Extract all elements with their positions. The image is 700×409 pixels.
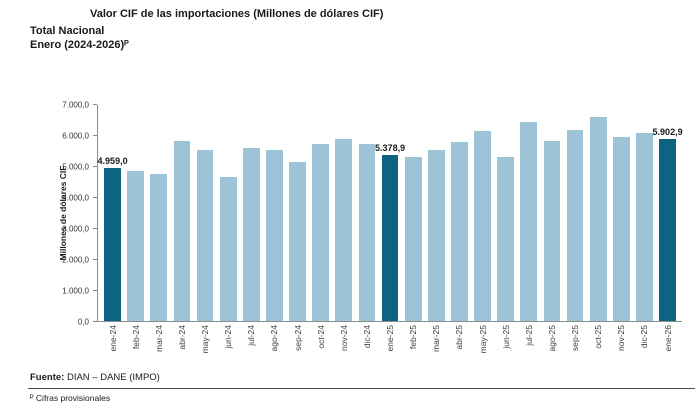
source-text: Fuente: DIAN – DANE (IMPO)	[30, 372, 160, 383]
bar	[127, 171, 144, 321]
chart-subtitle-total: Total Nacional	[30, 25, 105, 37]
x-axis-label: dic-24	[361, 325, 372, 349]
x-axis-label: jun-25	[500, 325, 511, 349]
x-axis-label: feb-25	[408, 325, 419, 350]
bar-column: jun-25	[494, 105, 517, 349]
bar-column: 4.959,0 ene-24	[98, 105, 128, 351]
x-axis-label: abr-24	[176, 325, 187, 350]
bar-value-label: 5.902,9	[652, 126, 683, 137]
x-axis-label: jul-25	[523, 325, 534, 346]
bar	[381, 155, 399, 321]
bar-column: ago-25	[540, 105, 563, 351]
x-axis-label: sep-24	[292, 325, 303, 351]
x-axis-label: may-25	[477, 325, 488, 354]
bar	[219, 177, 237, 321]
bar	[543, 140, 561, 321]
bar-column: dic-24	[355, 105, 378, 348]
bar-column: feb-25	[402, 105, 425, 349]
bar	[427, 149, 445, 321]
x-axis-label: ago-25	[546, 325, 557, 352]
bar-column: may-24	[194, 105, 217, 353]
x-axis-label: jun-24	[223, 325, 234, 349]
bar	[589, 117, 607, 321]
bar	[312, 143, 329, 321]
y-tick-label: 1.000,0	[62, 286, 89, 296]
bar	[404, 157, 422, 321]
bar	[335, 138, 353, 321]
bar	[173, 140, 191, 321]
x-axis-label: sep-25	[570, 325, 581, 351]
bar-column: sep-25	[564, 105, 587, 351]
x-axis-label: oct-25	[593, 325, 604, 349]
x-axis-label: jul-24	[246, 325, 257, 346]
x-axis-label: mar-24	[153, 325, 164, 352]
y-tick-label: 7.000,0	[62, 100, 89, 110]
bar-column: jul-25	[517, 105, 540, 346]
bar-column: ago-24	[263, 105, 286, 351]
bar-value-label: 5.378,9	[375, 143, 406, 154]
bar	[150, 173, 168, 321]
x-axis-label: mar-25	[431, 325, 442, 352]
bar	[612, 137, 630, 321]
provisional-note: ᴾ Cifras provisionales	[30, 393, 111, 403]
bar	[289, 162, 306, 321]
chart-title: Valor CIF de las importaciones (Millones…	[90, 8, 384, 20]
chart-subtitle-period: Enero (2024-2026)ᴾ	[30, 39, 129, 51]
x-axis-label: may-24	[200, 325, 211, 354]
bar	[242, 148, 260, 321]
bar-column: mar-24	[147, 105, 170, 352]
x-axis-label: ene-24	[107, 325, 118, 352]
x-axis-label: ene-25	[385, 325, 396, 352]
y-tick-label: 6.000,0	[62, 131, 89, 141]
bar-column: nov-25	[610, 105, 633, 351]
bar-column: feb-24	[124, 105, 147, 349]
bar	[497, 157, 514, 321]
bar-column: oct-25	[587, 105, 610, 349]
bar-column: oct-24	[309, 105, 332, 349]
bar	[636, 132, 653, 321]
y-axis-title: Millones de dólares CIF	[58, 165, 68, 261]
bar-column: abr-25	[448, 105, 471, 350]
bar	[266, 149, 283, 321]
plot-area: 4.959,0 ene-24 feb-24 mar-24 abr-24 may-24 jun…	[97, 105, 683, 353]
bar-column: 5.378,9 ene-25	[375, 105, 405, 351]
bar-column: 5.902,9 ene-26	[653, 105, 683, 352]
x-axis-label: nov-24	[338, 325, 349, 351]
bar	[659, 138, 676, 321]
bar-column: dic-25	[633, 105, 656, 348]
bar	[566, 129, 584, 321]
bar-value-label: 4.959,0	[97, 155, 128, 166]
bar	[104, 167, 121, 321]
x-axis-label: ene-26	[662, 325, 673, 352]
y-tick-label: 0,0	[77, 317, 89, 327]
bar	[451, 142, 468, 321]
bar	[520, 121, 538, 321]
bar	[358, 143, 376, 321]
bar-column: mar-25	[425, 105, 448, 352]
bar	[474, 131, 491, 321]
bar-column: sep-24	[286, 105, 309, 351]
source-value: DIAN – DANE (IMPO)	[64, 372, 160, 383]
x-axis-label: ago-24	[269, 325, 280, 352]
x-axis-label: nov-25	[616, 325, 627, 351]
bar-column: nov-24	[332, 105, 355, 351]
x-axis-label: feb-24	[130, 325, 141, 350]
bar-column: abr-24	[170, 105, 193, 350]
x-axis-label: abr-25	[454, 325, 465, 350]
source-label: Fuente:	[30, 372, 65, 383]
bar	[196, 149, 214, 321]
x-axis-label: oct-24	[315, 325, 326, 349]
bar-column: jun-24	[217, 105, 240, 349]
footer-divider	[28, 388, 695, 389]
bar-column: may-25	[471, 105, 494, 353]
x-axis-label: dic-25	[639, 325, 650, 349]
bar-column: jul-24	[240, 105, 263, 346]
